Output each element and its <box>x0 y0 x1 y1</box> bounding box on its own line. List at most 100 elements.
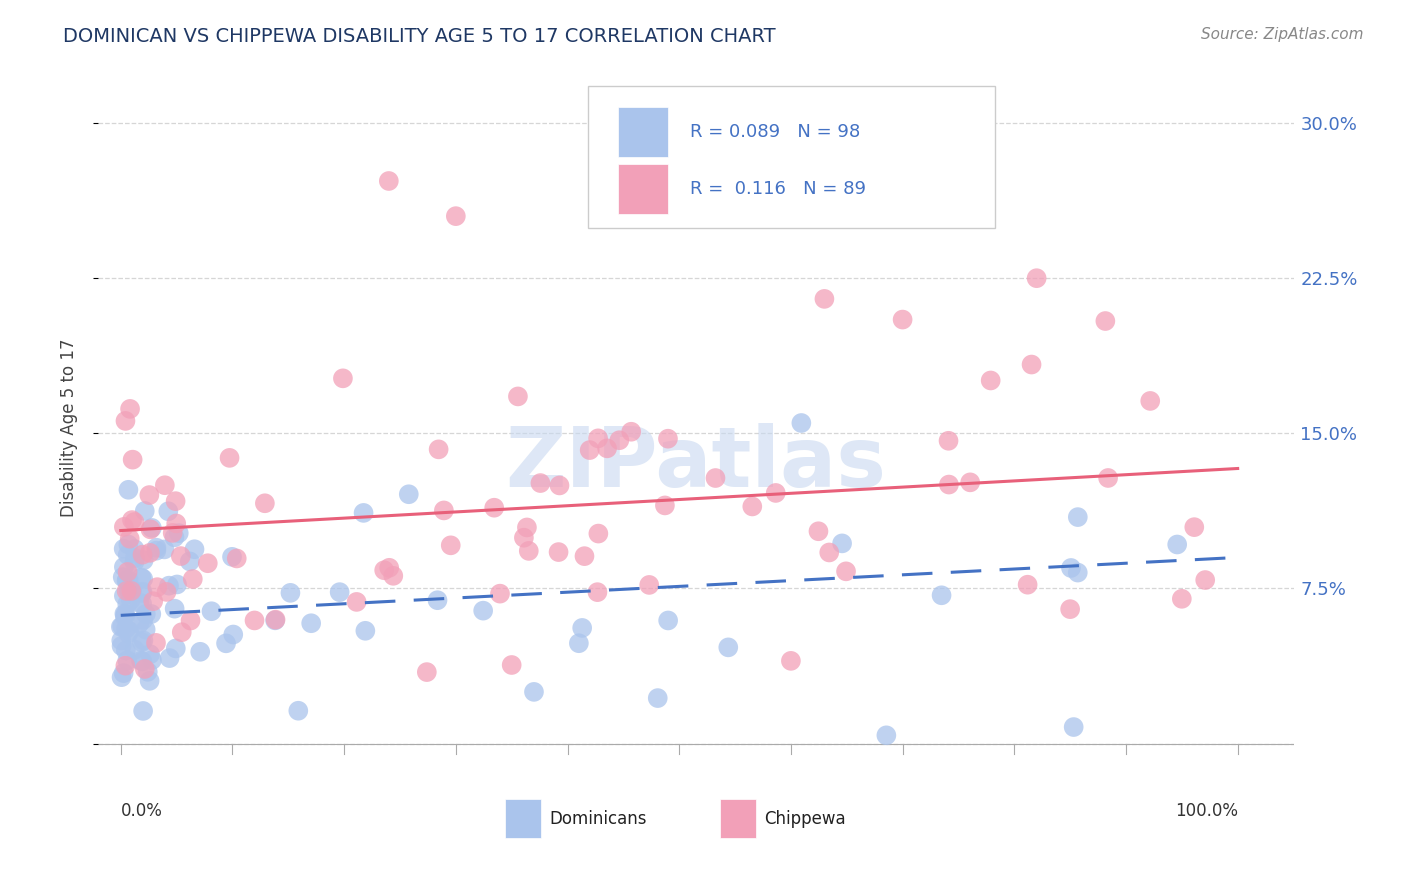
Point <box>264 613 287 627</box>
Text: 100.0%: 100.0% <box>1174 802 1237 820</box>
Point <box>353 506 375 520</box>
Point <box>959 475 981 490</box>
Point <box>1182 520 1205 534</box>
Point <box>146 580 169 594</box>
Text: ZIPatlas: ZIPatlas <box>506 424 886 504</box>
Point <box>163 601 186 615</box>
Point <box>170 625 193 640</box>
Point <box>131 654 153 668</box>
Point <box>165 516 187 531</box>
Point <box>118 584 141 599</box>
Point <box>482 500 505 515</box>
Point <box>938 434 960 448</box>
Point <box>110 633 132 648</box>
Text: R =  0.116   N = 89: R = 0.116 N = 89 <box>690 180 866 198</box>
Point <box>132 613 155 627</box>
Point <box>183 542 205 557</box>
Point <box>159 651 181 665</box>
Point <box>110 639 132 653</box>
Point <box>287 704 309 718</box>
Point <box>131 635 153 649</box>
Y-axis label: Disability Age 5 to 17: Disability Age 5 to 17 <box>59 339 77 517</box>
Point <box>118 532 141 546</box>
Point <box>134 662 156 676</box>
Point <box>444 209 467 223</box>
Point <box>117 538 139 552</box>
Point <box>586 431 609 445</box>
Point <box>128 596 150 610</box>
Point <box>578 443 600 458</box>
Point <box>346 595 368 609</box>
Point <box>1139 393 1161 408</box>
Point <box>121 582 143 597</box>
Point <box>222 627 245 641</box>
Point <box>132 572 155 586</box>
Point <box>112 541 135 556</box>
Point <box>426 593 449 607</box>
Point <box>132 633 155 648</box>
Point <box>1067 566 1090 580</box>
Point <box>124 555 146 569</box>
Point <box>112 607 135 621</box>
Point <box>124 542 146 557</box>
Point <box>135 607 157 621</box>
Point <box>221 549 243 564</box>
Point <box>153 478 176 492</box>
Point <box>835 565 858 579</box>
Point <box>1194 573 1216 587</box>
Point <box>141 521 163 535</box>
Point <box>117 626 139 640</box>
Point <box>112 666 135 681</box>
Text: R = 0.089   N = 98: R = 0.089 N = 98 <box>690 123 860 141</box>
Point <box>153 542 176 557</box>
Point <box>180 614 202 628</box>
Point <box>128 616 150 631</box>
Point <box>875 728 897 742</box>
Point <box>136 665 159 679</box>
Point <box>181 572 204 586</box>
Point <box>378 561 401 575</box>
Point <box>638 578 661 592</box>
Point <box>790 416 813 430</box>
Point <box>586 585 609 599</box>
Point <box>501 658 523 673</box>
Point <box>132 704 155 718</box>
Point <box>132 553 155 567</box>
Point <box>398 487 420 501</box>
Point <box>938 477 960 491</box>
Point <box>115 643 138 657</box>
Point <box>382 569 405 583</box>
Point <box>571 621 593 635</box>
Point <box>704 471 727 485</box>
Point <box>548 478 571 492</box>
Point <box>1067 510 1090 524</box>
Point <box>167 526 190 541</box>
Point <box>112 560 135 574</box>
Point <box>141 653 163 667</box>
Point <box>117 548 139 562</box>
Point <box>141 607 163 621</box>
Point <box>243 614 266 628</box>
Point <box>134 504 156 518</box>
Point <box>114 609 136 624</box>
Point <box>931 588 953 602</box>
Point <box>129 654 152 668</box>
Point <box>114 414 136 428</box>
Point <box>200 604 222 618</box>
FancyBboxPatch shape <box>589 86 995 228</box>
Point <box>1060 561 1083 575</box>
Point <box>138 488 160 502</box>
Point <box>124 642 146 657</box>
Text: Dominicans: Dominicans <box>548 810 647 828</box>
Point <box>162 525 184 540</box>
Point <box>780 654 803 668</box>
Point <box>111 570 134 584</box>
Point <box>115 573 138 587</box>
Point <box>1094 314 1116 328</box>
Point <box>115 583 138 598</box>
Point <box>717 640 740 655</box>
Point <box>378 174 401 188</box>
Point <box>609 434 631 448</box>
Point <box>117 483 139 497</box>
Point <box>1025 271 1047 285</box>
